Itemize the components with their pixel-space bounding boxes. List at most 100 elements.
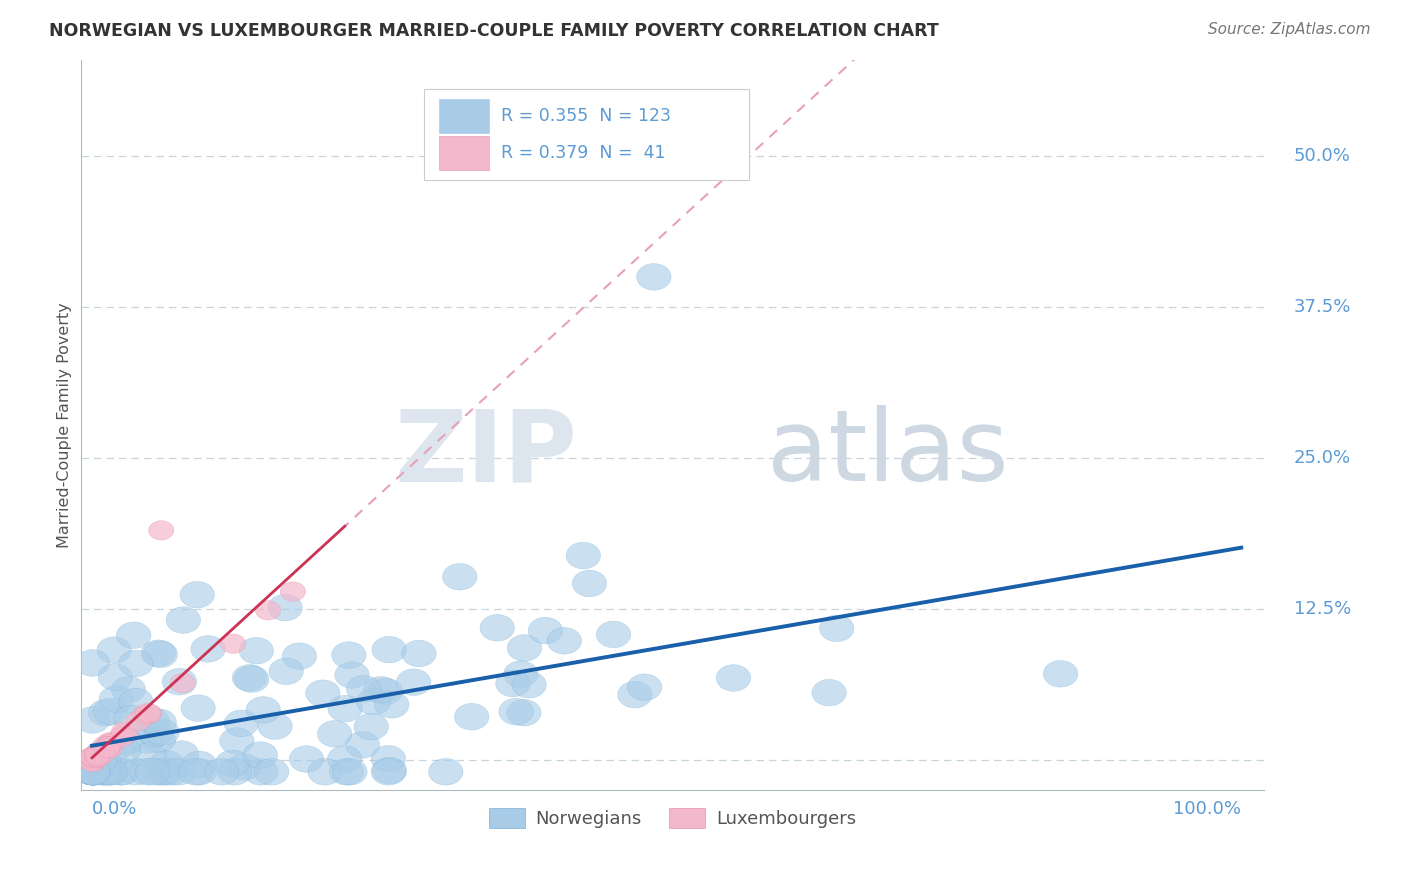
Ellipse shape bbox=[108, 729, 143, 755]
Ellipse shape bbox=[617, 681, 652, 708]
Ellipse shape bbox=[149, 750, 184, 777]
Ellipse shape bbox=[117, 622, 150, 648]
Ellipse shape bbox=[83, 745, 108, 764]
Ellipse shape bbox=[429, 758, 463, 785]
Ellipse shape bbox=[328, 695, 363, 722]
Ellipse shape bbox=[135, 707, 169, 734]
Ellipse shape bbox=[112, 724, 138, 744]
Ellipse shape bbox=[89, 740, 114, 760]
Ellipse shape bbox=[76, 758, 111, 785]
Ellipse shape bbox=[98, 664, 132, 690]
Ellipse shape bbox=[496, 670, 530, 697]
Ellipse shape bbox=[547, 628, 582, 654]
Ellipse shape bbox=[221, 634, 246, 654]
Ellipse shape bbox=[89, 699, 122, 726]
Ellipse shape bbox=[567, 542, 600, 569]
Ellipse shape bbox=[162, 758, 195, 785]
Ellipse shape bbox=[269, 594, 302, 621]
Ellipse shape bbox=[83, 747, 117, 773]
Ellipse shape bbox=[142, 758, 176, 785]
Ellipse shape bbox=[80, 753, 105, 772]
Ellipse shape bbox=[191, 636, 225, 662]
Ellipse shape bbox=[218, 758, 252, 785]
Ellipse shape bbox=[254, 758, 288, 785]
Ellipse shape bbox=[75, 758, 110, 785]
Ellipse shape bbox=[84, 747, 110, 767]
Ellipse shape bbox=[89, 758, 122, 785]
Ellipse shape bbox=[305, 680, 340, 706]
Ellipse shape bbox=[180, 582, 214, 608]
Ellipse shape bbox=[100, 734, 134, 760]
Ellipse shape bbox=[332, 641, 366, 668]
Ellipse shape bbox=[226, 754, 262, 780]
Ellipse shape bbox=[165, 740, 198, 767]
Ellipse shape bbox=[333, 758, 367, 785]
Ellipse shape bbox=[181, 751, 217, 778]
Ellipse shape bbox=[145, 719, 180, 746]
Ellipse shape bbox=[508, 635, 541, 661]
Ellipse shape bbox=[512, 672, 547, 698]
Ellipse shape bbox=[354, 714, 388, 740]
Ellipse shape bbox=[80, 747, 105, 767]
Ellipse shape bbox=[256, 600, 281, 620]
Ellipse shape bbox=[346, 675, 381, 702]
Ellipse shape bbox=[162, 668, 197, 695]
Ellipse shape bbox=[127, 711, 152, 731]
Ellipse shape bbox=[79, 758, 112, 785]
Ellipse shape bbox=[84, 746, 110, 765]
Ellipse shape bbox=[84, 746, 110, 765]
Ellipse shape bbox=[373, 757, 406, 784]
Ellipse shape bbox=[246, 697, 281, 723]
Ellipse shape bbox=[91, 758, 127, 785]
Ellipse shape bbox=[181, 695, 215, 722]
Ellipse shape bbox=[97, 739, 122, 758]
Ellipse shape bbox=[627, 674, 662, 700]
Ellipse shape bbox=[215, 750, 250, 777]
Text: 12.5%: 12.5% bbox=[1294, 599, 1351, 618]
Ellipse shape bbox=[357, 689, 391, 714]
Ellipse shape bbox=[76, 706, 110, 733]
Ellipse shape bbox=[499, 698, 533, 725]
Ellipse shape bbox=[820, 615, 853, 641]
Ellipse shape bbox=[87, 758, 121, 785]
Ellipse shape bbox=[329, 758, 364, 785]
Ellipse shape bbox=[143, 641, 177, 667]
Ellipse shape bbox=[141, 726, 176, 753]
Ellipse shape bbox=[86, 743, 111, 762]
Ellipse shape bbox=[98, 686, 134, 713]
Text: ZIP: ZIP bbox=[395, 406, 578, 502]
Ellipse shape bbox=[170, 673, 195, 693]
Text: 50.0%: 50.0% bbox=[1294, 147, 1351, 165]
Ellipse shape bbox=[179, 758, 212, 785]
Ellipse shape bbox=[148, 758, 183, 785]
Ellipse shape bbox=[811, 680, 846, 706]
Text: 37.5%: 37.5% bbox=[1294, 298, 1351, 316]
Ellipse shape bbox=[132, 742, 167, 769]
Ellipse shape bbox=[76, 758, 110, 785]
Ellipse shape bbox=[373, 636, 406, 663]
Ellipse shape bbox=[104, 758, 139, 785]
Y-axis label: Married-Couple Family Poverty: Married-Couple Family Poverty bbox=[58, 301, 72, 548]
Ellipse shape bbox=[93, 698, 128, 724]
Ellipse shape bbox=[146, 758, 181, 785]
Ellipse shape bbox=[183, 758, 217, 785]
FancyBboxPatch shape bbox=[439, 136, 489, 169]
Ellipse shape bbox=[204, 758, 239, 785]
Ellipse shape bbox=[257, 713, 292, 739]
Ellipse shape bbox=[75, 758, 110, 785]
Ellipse shape bbox=[235, 665, 269, 692]
Ellipse shape bbox=[80, 747, 105, 766]
Text: R = 0.355  N = 123: R = 0.355 N = 123 bbox=[501, 107, 671, 125]
Ellipse shape bbox=[529, 617, 562, 644]
Ellipse shape bbox=[118, 650, 153, 677]
Ellipse shape bbox=[80, 750, 105, 770]
Ellipse shape bbox=[79, 754, 112, 780]
Ellipse shape bbox=[1043, 661, 1078, 687]
Ellipse shape bbox=[132, 706, 157, 724]
Ellipse shape bbox=[129, 758, 165, 785]
Ellipse shape bbox=[716, 665, 751, 691]
Ellipse shape bbox=[572, 570, 607, 597]
Ellipse shape bbox=[335, 662, 370, 689]
Ellipse shape bbox=[83, 747, 107, 767]
Ellipse shape bbox=[219, 728, 254, 755]
